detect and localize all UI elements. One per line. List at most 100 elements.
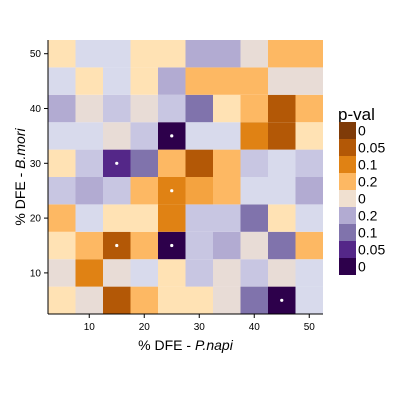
heatmap-cell xyxy=(103,177,131,205)
legend-label: 0.05 xyxy=(358,140,385,156)
x-tick-label: 40 xyxy=(249,322,261,333)
legend-label: 0.1 xyxy=(358,157,378,173)
x-tick-label: 50 xyxy=(304,322,316,333)
heatmap-cell xyxy=(295,286,323,314)
heatmap-cell xyxy=(268,40,296,68)
legend-swatch xyxy=(339,224,356,241)
heatmap-cell xyxy=(48,94,76,123)
heatmap-cell xyxy=(130,40,158,68)
heatmap-cell xyxy=(75,259,103,287)
heatmap-cell xyxy=(48,67,76,95)
legend-swatch xyxy=(339,173,356,190)
legend-entries: 00.050.10.200.20.10.050 xyxy=(339,122,385,275)
heatmap-cell xyxy=(158,286,186,314)
heatmap-cell xyxy=(158,40,186,68)
y-tick-label: 20 xyxy=(30,214,42,225)
heatmap-cell xyxy=(295,122,323,150)
significance-marker xyxy=(115,243,119,248)
legend-swatch xyxy=(339,207,356,224)
heatmap-cell xyxy=(158,94,186,123)
heatmap-cell xyxy=(185,122,213,150)
heatmap-cell xyxy=(130,204,158,232)
heatmap-cell xyxy=(268,259,296,287)
legend-swatch xyxy=(339,241,356,258)
heatmap-cell xyxy=(213,94,241,123)
heatmap-cell xyxy=(185,231,213,260)
significance-markers xyxy=(115,134,284,302)
heatmap-cell xyxy=(75,40,103,68)
heatmap-cell xyxy=(185,94,213,123)
heatmap-cell xyxy=(268,149,296,177)
heatmap-cell xyxy=(75,231,103,260)
significance-marker xyxy=(115,161,119,165)
heatmap-cell xyxy=(103,122,131,150)
heatmap-cell xyxy=(295,67,323,95)
heatmap-cell xyxy=(295,177,323,205)
heatmap-cell xyxy=(158,149,186,177)
legend-label: 0 xyxy=(358,259,366,275)
heatmap-cell xyxy=(240,122,268,150)
x-axis-title: % DFE - P.napi xyxy=(138,337,234,353)
significance-marker xyxy=(170,189,174,193)
legend-swatch xyxy=(339,139,356,156)
x-tick-label: 10 xyxy=(84,322,96,333)
heatmap-cell xyxy=(103,259,131,287)
heatmap-cell xyxy=(240,204,268,232)
heatmap-cell xyxy=(213,177,241,205)
heatmap-cell xyxy=(213,286,241,314)
y-axis-title: % DFE - B.mori xyxy=(12,127,28,225)
heatmap-cell xyxy=(130,67,158,95)
heatmap-cell xyxy=(268,177,296,205)
heatmap-cell xyxy=(240,286,268,314)
heatmap-cell xyxy=(75,67,103,95)
heatmap-cell xyxy=(130,177,158,205)
heatmap-cell xyxy=(295,259,323,287)
y-tick-label: 10 xyxy=(30,268,42,279)
heatmap-cell xyxy=(268,231,296,260)
heatmap-cell xyxy=(213,149,241,177)
x-tick-label: 30 xyxy=(194,322,206,333)
heatmap-cell xyxy=(240,67,268,95)
heatmap-cell xyxy=(158,204,186,232)
heatmap-cell xyxy=(75,204,103,232)
heatmap-cell xyxy=(185,40,213,68)
heatmap-cell xyxy=(295,94,323,123)
heatmap-cell xyxy=(103,40,131,68)
heatmap-cell xyxy=(213,67,241,95)
legend-swatch xyxy=(339,156,356,173)
heatmap-cell xyxy=(185,204,213,232)
heatmap-cell xyxy=(295,40,323,68)
significance-marker xyxy=(170,134,174,138)
heatmap-cell xyxy=(185,286,213,314)
legend-swatch xyxy=(339,190,356,207)
heatmap-cell xyxy=(213,122,241,150)
heatmap-cell xyxy=(75,177,103,205)
heatmap-cell xyxy=(268,122,296,150)
heatmap-cell xyxy=(213,231,241,260)
axes xyxy=(47,40,323,315)
y-axis-title-species: B.mori xyxy=(12,127,28,168)
heatmap-cell xyxy=(48,204,76,232)
heatmap-cell xyxy=(75,94,103,123)
y-axis-title-prefix: % DFE - xyxy=(12,169,28,226)
heatmap-cell xyxy=(240,94,268,123)
heatmap-cell xyxy=(48,259,76,287)
heatmap-cell xyxy=(158,259,186,287)
legend-label: 0.1 xyxy=(358,225,378,241)
legend-label: 0 xyxy=(358,191,366,207)
heatmap-cell xyxy=(75,149,103,177)
heatmap-cell xyxy=(240,149,268,177)
legend: p-val 00.050.10.200.20.10.050 xyxy=(338,105,385,275)
legend-swatch xyxy=(339,122,356,139)
heatmap-cell xyxy=(130,122,158,150)
heatmap-cell xyxy=(240,259,268,287)
legend-swatch xyxy=(339,258,356,275)
heatmap-cell xyxy=(48,149,76,177)
heatmap-cell xyxy=(268,94,296,123)
y-tick-label: 30 xyxy=(30,159,42,170)
legend-label: 0.05 xyxy=(358,242,385,258)
heatmap-cell xyxy=(185,259,213,287)
x-tick-label: 20 xyxy=(139,322,151,333)
heatmap-cells xyxy=(48,40,323,314)
